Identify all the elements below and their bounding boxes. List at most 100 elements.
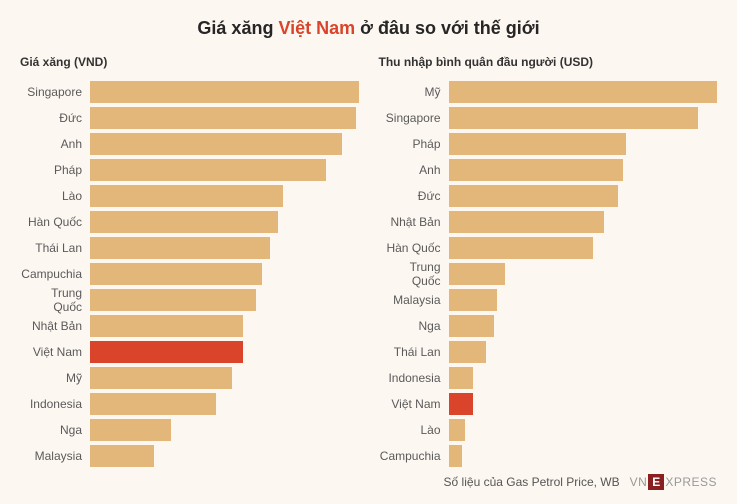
bar: [449, 367, 473, 389]
bar-track: [90, 341, 359, 363]
bar: [449, 315, 495, 337]
row-label: Nhật Bản: [379, 215, 449, 229]
bar-track: [449, 107, 718, 129]
bar-track: [449, 393, 718, 415]
bar: [90, 393, 216, 415]
row-label: Singapore: [379, 111, 449, 125]
chart-row: Lào: [20, 183, 359, 209]
chart-row: Anh: [379, 157, 718, 183]
bar-track: [90, 367, 359, 389]
bar: [90, 133, 342, 155]
bar: [449, 133, 626, 155]
bar: [449, 107, 699, 129]
bar-track: [90, 107, 359, 129]
vnexpress-logo: VNEXPRESS: [630, 474, 717, 490]
chart-row: Lào: [379, 417, 718, 443]
row-label: Mỹ: [20, 371, 90, 385]
bar-track: [449, 445, 718, 467]
chart-row: Việt Nam: [20, 339, 359, 365]
row-label: Trung Quốc: [20, 286, 90, 314]
row-label: Việt Nam: [379, 397, 449, 411]
bar-highlight: [90, 341, 243, 363]
row-label: Anh: [20, 137, 90, 151]
title-suffix: ở đâu so với thế giới: [355, 18, 539, 38]
row-label: Campuchia: [379, 449, 449, 463]
row-label: Nhật Bản: [20, 319, 90, 333]
chart-row: Pháp: [379, 131, 718, 157]
row-label: Thái Lan: [379, 345, 449, 359]
chart-row: Thái Lan: [20, 235, 359, 261]
chart-row: Nga: [20, 417, 359, 443]
chart-row: Campuchia: [379, 443, 718, 469]
row-label: Malaysia: [379, 293, 449, 307]
bar: [449, 341, 487, 363]
row-label: Malaysia: [20, 449, 90, 463]
bar-track: [90, 237, 359, 259]
footer: Số liệu của Gas Petrol Price, WB VNEXPRE…: [444, 474, 717, 490]
bar-track: [449, 237, 718, 259]
bar-track: [449, 185, 718, 207]
bar-track: [90, 133, 359, 155]
bar: [90, 315, 243, 337]
chart-row: Thái Lan: [379, 339, 718, 365]
bar: [90, 159, 326, 181]
chart-row: Đức: [20, 105, 359, 131]
bar-track: [449, 367, 718, 389]
bar-track: [90, 263, 359, 285]
bar-track: [90, 185, 359, 207]
bar-track: [90, 211, 359, 233]
chart-row: Mỹ: [20, 365, 359, 391]
row-label: Trung Quốc: [379, 260, 449, 288]
row-label: Pháp: [20, 163, 90, 177]
row-label: Anh: [379, 163, 449, 177]
row-label: Lào: [20, 189, 90, 203]
row-label: Đức: [379, 189, 449, 203]
bar: [449, 445, 462, 467]
bar: [90, 419, 171, 441]
bar-track: [449, 289, 718, 311]
row-label: Indonesia: [379, 371, 449, 385]
bar: [90, 107, 356, 129]
row-label: Singapore: [20, 85, 90, 99]
right-chart-rows: Mỹ Singapore Pháp Anh Đức Nhật Bản Hàn QuốcTru…: [379, 79, 718, 469]
footer-source: Số liệu của Gas Petrol Price, WB: [444, 475, 620, 489]
row-label: Thái Lan: [20, 241, 90, 255]
bar-track: [449, 341, 718, 363]
bar: [90, 289, 256, 311]
row-label: Indonesia: [20, 397, 90, 411]
bar: [449, 289, 497, 311]
row-label: Mỹ: [379, 85, 449, 99]
row-label: Nga: [379, 319, 449, 333]
chart-row: Indonesia: [20, 391, 359, 417]
row-label: Pháp: [379, 137, 449, 151]
chart-row: Đức: [379, 183, 718, 209]
bar: [90, 211, 278, 233]
page-title: Giá xăng Việt Nam ở đâu so với thế giới: [20, 18, 717, 39]
chart-row: Mỹ: [379, 79, 718, 105]
bar: [90, 185, 283, 207]
bar: [449, 263, 505, 285]
chart-row: Trung Quốc: [379, 261, 718, 287]
row-label: Việt Nam: [20, 345, 90, 359]
chart-row: Anh: [20, 131, 359, 157]
row-label: Đức: [20, 111, 90, 125]
bar: [90, 445, 154, 467]
bar-track: [449, 133, 718, 155]
right-chart: Thu nhập bình quân đầu người (USD) MỹSin…: [379, 55, 718, 469]
bar-track: [90, 81, 359, 103]
bar: [449, 237, 594, 259]
bar-track: [449, 263, 718, 285]
chart-row: Hàn Quốc: [379, 235, 718, 261]
bar: [449, 211, 605, 233]
chart-row: Pháp: [20, 157, 359, 183]
row-label: Nga: [20, 423, 90, 437]
bar-track: [90, 289, 359, 311]
chart-row: Campuchia: [20, 261, 359, 287]
bar: [449, 159, 624, 181]
title-highlight: Việt Nam: [278, 18, 355, 38]
row-label: Lào: [379, 423, 449, 437]
logo-vn: VN: [630, 475, 648, 489]
chart-row: Malaysia: [20, 443, 359, 469]
left-chart-rows: SingaporeĐứcAnhPhápLàoHàn QuốcThái LanCa…: [20, 79, 359, 469]
bar: [90, 81, 359, 103]
